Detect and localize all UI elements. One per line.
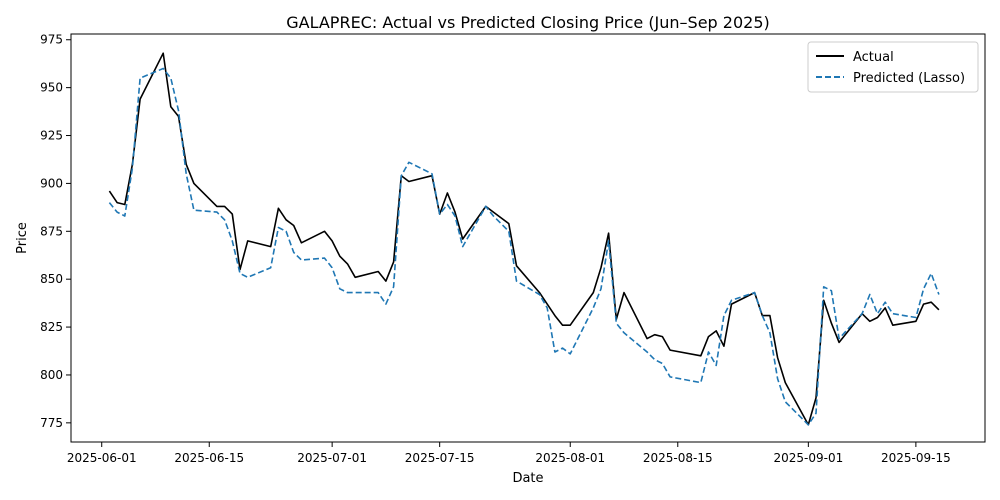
y-tick-label: 800 — [40, 368, 63, 382]
y-axis-label: Price — [15, 222, 30, 254]
y-axis: 775 800 825 850 875 900 925 950 975 — [40, 33, 71, 430]
x-tick-label: 2025-08-15 — [643, 451, 713, 465]
y-tick-label: 925 — [40, 129, 63, 143]
legend-label-actual: Actual — [853, 50, 894, 65]
legend-box — [807, 41, 979, 93]
series-line-actual — [108, 52, 940, 426]
x-tick-label: 2025-07-01 — [297, 451, 367, 465]
series-layer — [108, 52, 940, 426]
y-tick-label: 875 — [40, 224, 63, 238]
y-tick-label: 775 — [40, 416, 63, 430]
x-tick-label: 2025-09-01 — [773, 451, 843, 465]
x-axis-label: Date — [512, 471, 543, 486]
y-tick-label: 975 — [40, 33, 63, 47]
x-tick-label: 2025-08-01 — [535, 451, 605, 465]
legend-label-predicted: Predicted (Lasso) — [853, 71, 965, 86]
plot-area — [70, 33, 986, 443]
x-tick-label: 2025-06-15 — [174, 451, 244, 465]
y-tick-label: 900 — [40, 176, 63, 190]
chart-title: GALAPREC: Actual vs Predicted Closing Pr… — [286, 13, 770, 32]
x-axis: 2025-06-01 2025-06-15 2025-07-01 2025-07-15… — [67, 442, 951, 465]
plot-frame — [70, 33, 986, 443]
series-line-predicted — [108, 67, 940, 426]
y-tick-label: 825 — [40, 320, 63, 334]
x-tick-label: 2025-09-15 — [881, 451, 951, 465]
x-tick-label: 2025-06-01 — [67, 451, 137, 465]
legend: Actual Predicted (Lasso) — [807, 41, 979, 93]
y-tick-label: 950 — [40, 81, 63, 95]
x-tick-label: 2025-07-15 — [405, 451, 475, 465]
y-tick-label: 850 — [40, 272, 63, 286]
